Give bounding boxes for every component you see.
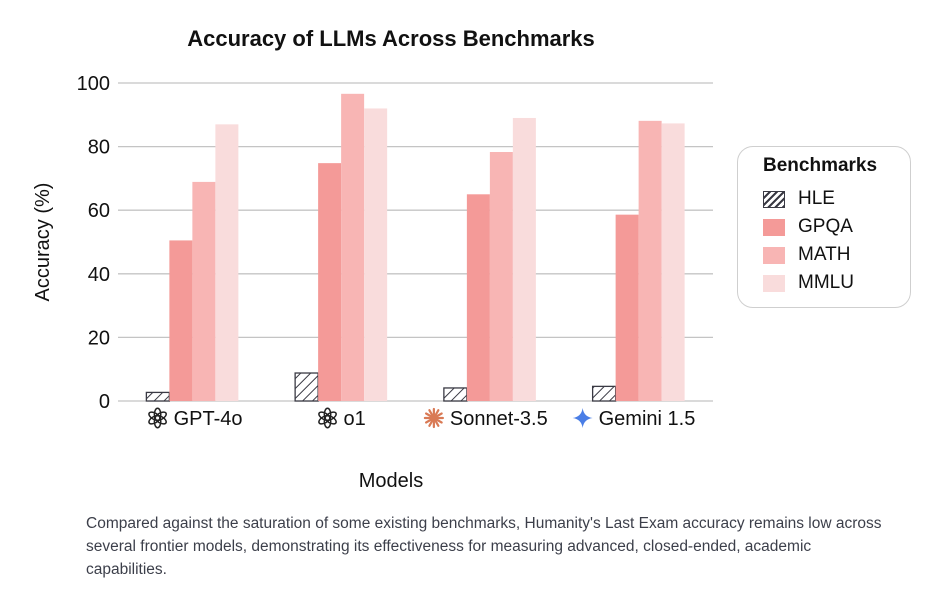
legend-title: Benchmarks (763, 155, 878, 176)
openai-icon (318, 407, 337, 429)
legend-item-hle: HLE (763, 185, 910, 213)
x-tick-label: Gemini 1.5 (599, 408, 696, 430)
y-tick-label: 40 (88, 264, 110, 286)
x-tick-3: Gemini 1.5 (572, 408, 696, 430)
bar-mmlu-0 (215, 124, 239, 401)
x-tick-label: o1 (344, 408, 366, 430)
x-tick-0: GPT-4o (148, 407, 243, 430)
legend-item-mmlu: MMLU (763, 269, 910, 297)
anthropic-icon (423, 407, 444, 429)
bar-math-2 (489, 152, 513, 401)
gemini-icon (572, 408, 593, 428)
bar-gpqa-2 (466, 194, 490, 401)
bar-mmlu-1 (364, 108, 388, 401)
x-tick-2: Sonnet-3.5 (423, 407, 548, 430)
y-axis-label: Accuracy (%) (32, 183, 54, 302)
x-axis-label: Models (359, 470, 423, 492)
legend-swatch (763, 190, 785, 208)
bar-gpqa-3 (615, 214, 639, 401)
legend: Benchmarks HLE GPQA MATH MMLU (737, 146, 911, 308)
x-tick-1: o1 (318, 407, 366, 430)
bar-math-0 (192, 181, 216, 401)
y-axis-ticks: 0 20 40 60 80 100 (77, 73, 110, 413)
x-axis-ticks: GPT-4o o1 Sonnet-3.5 Gemini 1.5 (148, 407, 696, 430)
bar-hle-2 (443, 387, 468, 402)
legend-label: MMLU (798, 272, 854, 293)
bar-mmlu-3 (661, 123, 685, 402)
bar-hle-0 (145, 391, 171, 402)
bar-hle-1 (294, 372, 319, 402)
legend-swatch (763, 274, 785, 292)
legend-label: GPQA (798, 216, 853, 237)
y-tick-label: 0 (99, 391, 110, 413)
legend-item-math: MATH (763, 241, 910, 269)
legend-swatch (763, 246, 785, 264)
x-tick-label: Sonnet-3.5 (450, 408, 548, 430)
y-tick-label: 100 (77, 73, 110, 95)
x-tick-label: GPT-4o (174, 408, 243, 430)
y-tick-label: 20 (88, 327, 110, 349)
bar-mmlu-2 (512, 117, 536, 401)
openai-icon (148, 407, 167, 429)
legend-label: HLE (798, 188, 835, 209)
bar-gpqa-0 (169, 240, 193, 401)
y-tick-label: 60 (88, 200, 110, 222)
legend-swatch (763, 218, 785, 236)
legend-item-gpqa: GPQA (763, 213, 910, 241)
bar-gpqa-1 (318, 163, 342, 401)
legend-items: HLE GPQA MATH MMLU (763, 185, 910, 297)
bar-math-1 (341, 93, 365, 401)
bar-hle-3 (591, 385, 617, 402)
figure-caption: Compared against the saturation of some … (86, 515, 882, 578)
benchmark-bar-chart: Accuracy of LLMs Across Benchmarks 0 20 40… (32, 26, 713, 492)
bars (145, 93, 685, 402)
chart-title: Accuracy of LLMs Across Benchmarks (187, 26, 595, 51)
bar-math-3 (638, 120, 662, 401)
y-tick-label: 80 (88, 137, 110, 159)
legend-label: MATH (798, 244, 851, 265)
